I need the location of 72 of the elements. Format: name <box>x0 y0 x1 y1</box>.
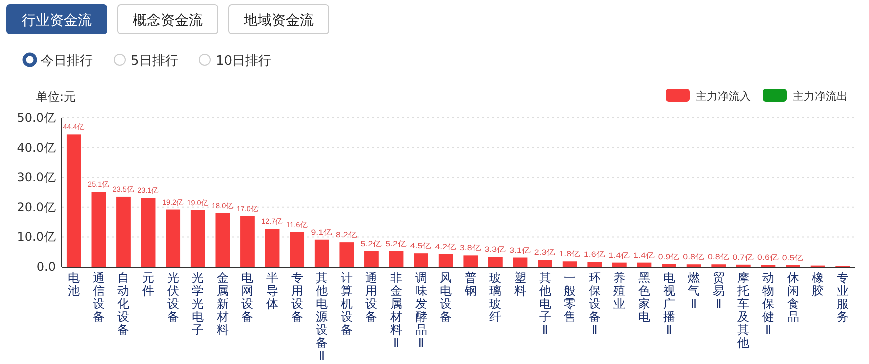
x-tick-label: 通用设备 <box>366 271 378 324</box>
x-tick-label: 电池 <box>68 271 80 298</box>
text: 5日排行 <box>131 54 178 69</box>
x-tick-label: 塑料 <box>514 271 526 298</box>
x-tick-label: 通信设备 <box>92 271 105 324</box>
bar <box>290 232 305 267</box>
bar <box>240 216 255 267</box>
bar <box>389 252 404 267</box>
y-tick-label: 50.0亿 <box>17 111 56 125</box>
y-tick-label: 0.0 <box>36 260 56 274</box>
bar <box>538 260 552 267</box>
text: 10日排行 <box>216 54 272 69</box>
bar <box>364 252 379 267</box>
y-tick-label: 40.0亿 <box>17 140 56 155</box>
tab-button: 行业资金流 <box>6 4 108 34</box>
bar <box>464 256 478 267</box>
x-tick-label: 休闲食品 <box>787 271 800 324</box>
x-tick-label: 其他电源设备Ⅱ <box>316 271 328 363</box>
x-tick-label: 动物保健Ⅱ <box>762 271 774 337</box>
x-tick-label: 专用设备 <box>291 271 304 324</box>
bar <box>488 257 503 267</box>
x-tick-label: 玻璃玻纤 <box>490 271 502 324</box>
x-tick-label: 养殖业 <box>614 271 626 311</box>
x-tick-label: 金属新材料 <box>216 271 229 337</box>
x-tick-label: 其他电子Ⅱ <box>539 271 552 337</box>
bar <box>662 264 676 267</box>
bar <box>612 262 627 267</box>
bar <box>66 134 82 267</box>
x-tick-label: 非金属材料Ⅱ <box>390 271 403 350</box>
bar <box>340 242 354 267</box>
x-tick-label: 半导体 <box>266 271 279 311</box>
bar <box>562 262 578 267</box>
bar <box>216 213 230 267</box>
x-tick-label: 风电设备 <box>440 271 452 324</box>
y-axis-title: 单位:元 <box>36 90 76 104</box>
y-tick-label: 30.0亿 <box>17 170 56 185</box>
x-tick-label: 橡胶 <box>812 271 824 298</box>
x-tick-label: 专业服务 <box>836 271 849 324</box>
x-tick-label: 计算机设备 <box>340 271 353 337</box>
legend-label: 主力净流入 <box>696 90 751 103</box>
legend-label: 主力净流出 <box>793 90 848 103</box>
bar <box>513 258 528 267</box>
x-tick-label: 光伏设备 <box>167 271 180 324</box>
x-tick-label: 光学光电子 <box>192 271 204 337</box>
bar <box>414 254 428 267</box>
bar <box>166 210 181 267</box>
x-tick-label: 摩托车及其他 <box>736 271 750 350</box>
bar <box>92 192 106 267</box>
bar <box>637 262 652 267</box>
bar <box>141 198 156 267</box>
x-tick-label: 燃气Ⅱ <box>688 271 700 311</box>
tab-button: 概念资金流 <box>118 4 218 34</box>
x-tick-label: 贸易Ⅱ <box>712 271 725 311</box>
x-tick-label: 普钢 <box>464 271 477 298</box>
x-tick-label: 调味发酵品Ⅱ <box>415 271 428 350</box>
bar <box>314 240 330 267</box>
y-tick-label: 20.0亿 <box>17 200 56 214</box>
x-tick-label: 电网设备 <box>242 271 254 324</box>
text: 今日排行 <box>41 54 93 69</box>
x-tick-label: 元件 <box>142 271 155 298</box>
bar <box>116 196 131 267</box>
x-tick-label: 自动化设备 <box>118 271 130 337</box>
bar <box>190 210 206 267</box>
y-tick-label: 10.0亿 <box>17 230 56 244</box>
x-tick-label: 黑色家电 <box>638 271 650 324</box>
bar <box>265 229 280 267</box>
x-tick-label: 一般零售 <box>564 271 576 324</box>
x-tick-label: 环保设备Ⅱ <box>588 271 601 337</box>
tab-button: 地域资金流 <box>228 4 330 34</box>
bar <box>588 262 602 267</box>
bar <box>438 254 454 267</box>
x-tick-label: 电视广播Ⅱ <box>663 271 676 337</box>
